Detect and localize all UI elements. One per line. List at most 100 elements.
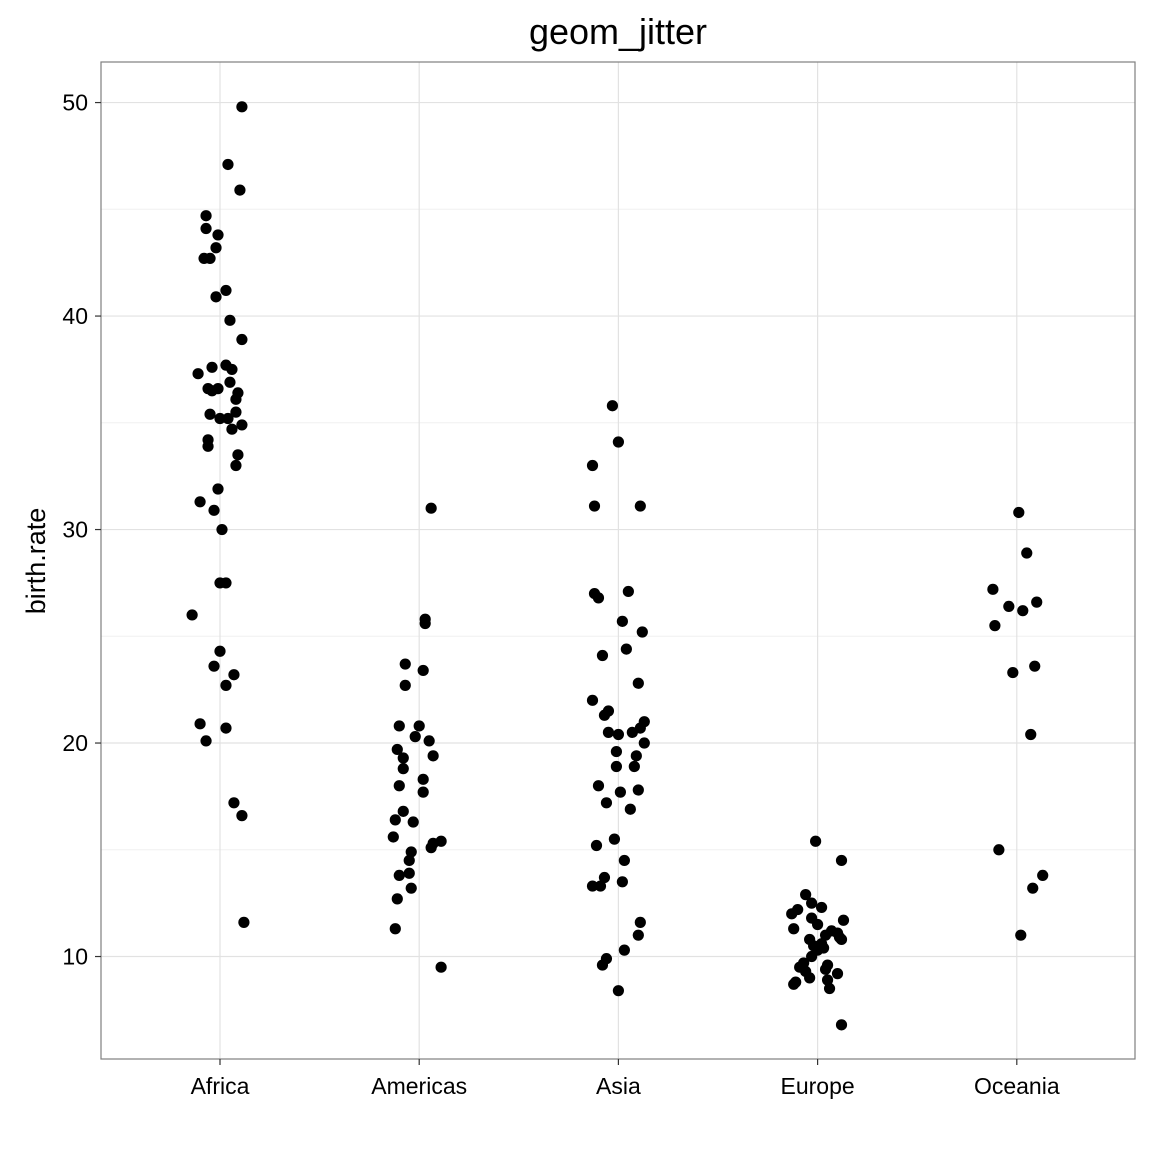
data-point xyxy=(387,831,399,843)
data-point xyxy=(786,908,798,920)
data-point xyxy=(1007,666,1019,679)
data-point xyxy=(819,963,832,975)
x-tick-label: Asia xyxy=(596,1073,641,1099)
x-axis: Africa Americas Asia Europe Oceania xyxy=(191,1059,1060,1099)
data-point xyxy=(397,805,409,817)
data-point xyxy=(1017,605,1029,617)
data-point xyxy=(598,709,611,721)
data-point xyxy=(835,933,848,946)
data-point xyxy=(630,750,642,762)
data-point xyxy=(596,649,609,662)
data-point xyxy=(399,658,411,670)
data-point xyxy=(1003,600,1015,613)
x-tick-label: Americas xyxy=(371,1073,467,1099)
data-point xyxy=(632,929,644,941)
data-point xyxy=(409,731,421,743)
data-point xyxy=(397,763,409,775)
data-point xyxy=(1037,869,1049,881)
y-tick-label: 20 xyxy=(62,730,88,756)
y-tick-label: 40 xyxy=(62,303,88,329)
data-point xyxy=(234,184,246,196)
data-point xyxy=(600,797,613,809)
data-point xyxy=(1013,506,1025,519)
data-point xyxy=(1031,596,1043,608)
data-point xyxy=(618,854,630,867)
data-point xyxy=(425,842,437,854)
data-point xyxy=(586,459,599,472)
data-point xyxy=(612,436,625,448)
data-point xyxy=(624,803,636,815)
data-point xyxy=(608,833,621,845)
data-point xyxy=(993,844,1005,856)
data-point xyxy=(806,950,818,963)
data-point xyxy=(236,101,248,113)
data-point xyxy=(238,916,250,928)
data-point xyxy=(204,252,216,265)
x-tick-label: Africa xyxy=(191,1073,250,1099)
data-point xyxy=(614,786,626,798)
data-point xyxy=(788,978,800,990)
data-point xyxy=(1021,547,1033,559)
x-tick-label: Oceania xyxy=(974,1073,1060,1099)
chart-title: geom_jitter xyxy=(529,11,707,52)
data-point xyxy=(236,419,248,431)
data-point xyxy=(413,720,425,732)
data-point xyxy=(419,617,431,630)
data-point xyxy=(598,871,611,884)
data-point xyxy=(618,944,630,956)
data-point xyxy=(214,645,226,657)
data-point xyxy=(200,222,212,235)
data-point xyxy=(194,496,206,508)
data-point xyxy=(399,679,411,691)
data-point xyxy=(220,284,232,297)
data-point xyxy=(220,577,232,589)
data-point xyxy=(632,677,644,689)
data-point xyxy=(405,882,417,894)
y-tick-label: 10 xyxy=(62,944,88,970)
data-point xyxy=(1027,882,1039,894)
data-point xyxy=(393,780,405,792)
data-point xyxy=(590,839,603,852)
data-point xyxy=(806,897,818,909)
data-point xyxy=(232,449,244,461)
data-point xyxy=(222,158,234,171)
data-point xyxy=(224,314,236,326)
data-point xyxy=(389,923,401,935)
data-point xyxy=(236,333,248,346)
data-point xyxy=(622,585,634,598)
data-point xyxy=(596,959,609,971)
data-point xyxy=(592,780,605,792)
data-point xyxy=(634,500,646,512)
data-point xyxy=(800,889,812,901)
data-point xyxy=(212,483,224,495)
data-point xyxy=(403,867,415,879)
data-point xyxy=(228,797,240,809)
data-point xyxy=(208,660,220,672)
data-point xyxy=(194,718,206,730)
data-point xyxy=(638,737,650,749)
data-point xyxy=(620,643,632,655)
data-point xyxy=(214,412,226,425)
data-point xyxy=(230,459,242,472)
data-point xyxy=(224,376,236,388)
data-point xyxy=(788,923,800,935)
data-point xyxy=(427,750,439,762)
data-point xyxy=(606,400,619,412)
data-point xyxy=(815,901,828,914)
data-point xyxy=(1029,660,1041,672)
data-point xyxy=(405,846,417,858)
data-point xyxy=(1025,728,1037,741)
data-point xyxy=(835,854,848,867)
data-point xyxy=(210,291,222,303)
data-point xyxy=(393,869,405,881)
data-point xyxy=(823,982,836,995)
x-tick-label: Europe xyxy=(781,1073,855,1099)
data-point xyxy=(391,893,403,905)
data-point xyxy=(835,1019,848,1031)
data-point xyxy=(586,694,599,706)
major-grid xyxy=(101,62,1135,1059)
data-point xyxy=(403,854,415,867)
data-point xyxy=(628,760,640,773)
data-point xyxy=(204,408,216,420)
data-point xyxy=(634,916,646,928)
